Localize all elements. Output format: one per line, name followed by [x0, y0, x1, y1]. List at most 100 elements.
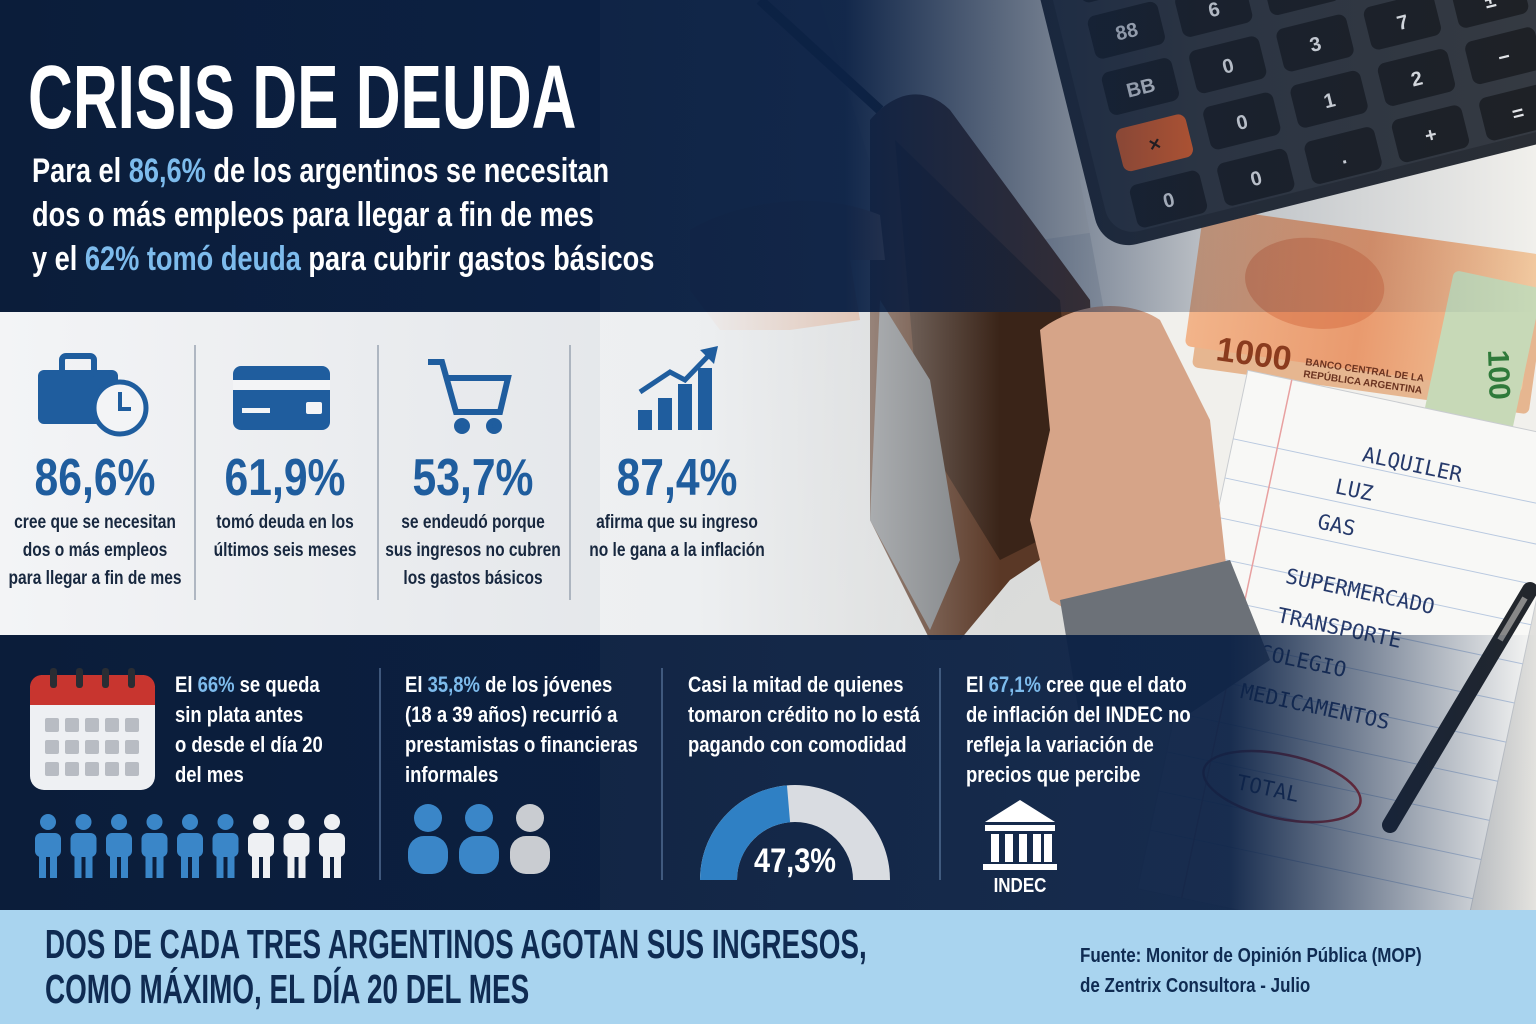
- cart-icon: [428, 359, 512, 434]
- text-segment: prestamistas o financieras: [405, 734, 638, 758]
- group-icons: [408, 804, 550, 874]
- text-segment: refleja la variación de: [966, 734, 1154, 758]
- gauge-label: 47,3%: [754, 841, 836, 880]
- source: Fuente: Monitor de Opinión Pública (MOP): [1080, 944, 1422, 967]
- person-body: [70, 833, 97, 857]
- person-leg: [110, 852, 117, 878]
- text-segment: El: [175, 674, 198, 698]
- person-head: [146, 814, 163, 830]
- person-leg: [121, 852, 128, 878]
- stat-value: 61,9%: [225, 449, 346, 507]
- person-leg: [298, 852, 306, 878]
- calendar-cell: [105, 718, 119, 732]
- calendar-cell: [65, 718, 79, 732]
- fact-line: precios que percibe: [966, 764, 1140, 788]
- highlight: 62% tomó deuda: [85, 239, 302, 278]
- person-head: [182, 814, 198, 830]
- person-body: [106, 833, 132, 857]
- calendar-cell: [65, 762, 79, 776]
- stats-panel: [0, 312, 1000, 635]
- title: CRISIS DE DEUDA: [28, 48, 576, 148]
- calendar-cell: [125, 762, 139, 776]
- stat-description: no le gana a la inflación: [589, 539, 765, 561]
- gauge: 47,3%: [700, 785, 890, 880]
- banknote-text: 100: [1481, 349, 1516, 400]
- person-leg: [145, 852, 153, 878]
- text-segment: para cubrir gastos básicos: [301, 239, 654, 278]
- text-segment: Para el: [32, 151, 129, 190]
- fact-line: de inflación del INDEC no: [966, 704, 1191, 728]
- fact-line: (18 a 39 años) recurrió a: [405, 704, 618, 728]
- briefcase-clock-icon: [38, 353, 149, 437]
- text-segment: El: [405, 674, 428, 698]
- calendar-cell: [45, 762, 59, 776]
- text-segment: se queda: [235, 674, 321, 698]
- calendar-cell: [125, 740, 139, 754]
- highlight: 86,6%: [129, 151, 206, 190]
- footer-panel: [0, 910, 1536, 1024]
- text-segment: o desde el día 20: [175, 734, 323, 758]
- stat-description: dos o más empleos: [23, 539, 167, 561]
- fact-line: El 66% se queda: [175, 674, 320, 698]
- footer-headline: COMO MÁXIMO, EL DÍA 20 DEL MES: [45, 966, 529, 1013]
- person-body: [248, 833, 274, 857]
- text-segment: informales: [405, 764, 498, 788]
- person-body: [319, 833, 345, 857]
- stat-value: 87,4%: [617, 449, 738, 507]
- icon-label: INDEC: [994, 874, 1047, 897]
- person-head: [111, 814, 127, 830]
- person-body: [35, 833, 61, 857]
- person-head: [75, 814, 92, 830]
- fact-line: pagando con comodidad: [688, 734, 906, 758]
- card-icon: [233, 366, 330, 430]
- stat-description: cree que se necesitan: [14, 511, 176, 533]
- people-icons: [35, 814, 345, 878]
- person-leg: [192, 852, 199, 878]
- highlight: 66%: [198, 674, 235, 698]
- person-head: [40, 814, 56, 830]
- fact-line: El 35,8% de los jóvenes: [405, 674, 612, 698]
- person-leg: [181, 852, 188, 878]
- text-segment: sin plata antes: [175, 704, 303, 728]
- fact-line: El 67,1% cree que el dato: [966, 674, 1187, 698]
- stat-value: 86,6%: [35, 449, 156, 507]
- fact-line: tomaron crédito no lo está: [688, 704, 920, 728]
- person-body: [283, 833, 310, 857]
- stat-description: se endeudó porque: [401, 511, 545, 533]
- pen-clip: [1497, 596, 1528, 642]
- stat-description: para llegar a fin de mes: [8, 567, 181, 589]
- stat-description: tomó deuda en los: [216, 511, 354, 533]
- person-leg: [287, 852, 295, 878]
- person-leg: [50, 852, 57, 878]
- text-segment: tomaron crédito no lo está: [688, 704, 920, 728]
- person-body: [141, 833, 168, 857]
- footer-headline: DOS DE CADA TRES ARGENTINOS AGOTAN SUS I…: [45, 922, 867, 968]
- calendar-cell: [125, 718, 139, 732]
- fact-line: informales: [405, 764, 498, 788]
- person-head: [253, 814, 269, 830]
- highlight: 67,1%: [989, 674, 1041, 698]
- text-segment: de inflación del INDEC no: [966, 704, 1191, 728]
- calendar-cell: [65, 740, 79, 754]
- growth-icon: [638, 346, 718, 430]
- fact-line: sin plata antes: [175, 704, 303, 728]
- calendar-cell: [85, 718, 99, 732]
- calendar-icon: [30, 668, 155, 790]
- calendar-cell: [105, 762, 119, 776]
- person-head: [288, 814, 305, 830]
- text-segment: precios que percibe: [966, 764, 1140, 788]
- calendar-cell: [85, 762, 99, 776]
- person-leg: [39, 852, 46, 878]
- person-leg: [252, 852, 259, 878]
- subtitle-line: Para el 86,6% de los argentinos se neces…: [32, 151, 609, 190]
- fact-line: del mes: [175, 764, 244, 788]
- text-segment: del mes: [175, 764, 244, 788]
- stat-description: sus ingresos no cubren: [385, 539, 561, 561]
- text-segment: (18 a 39 años) recurrió a: [405, 704, 618, 728]
- person-leg: [216, 852, 224, 878]
- calendar-cell: [45, 740, 59, 754]
- calendar-cell: [105, 740, 119, 754]
- calendar-cell: [85, 740, 99, 754]
